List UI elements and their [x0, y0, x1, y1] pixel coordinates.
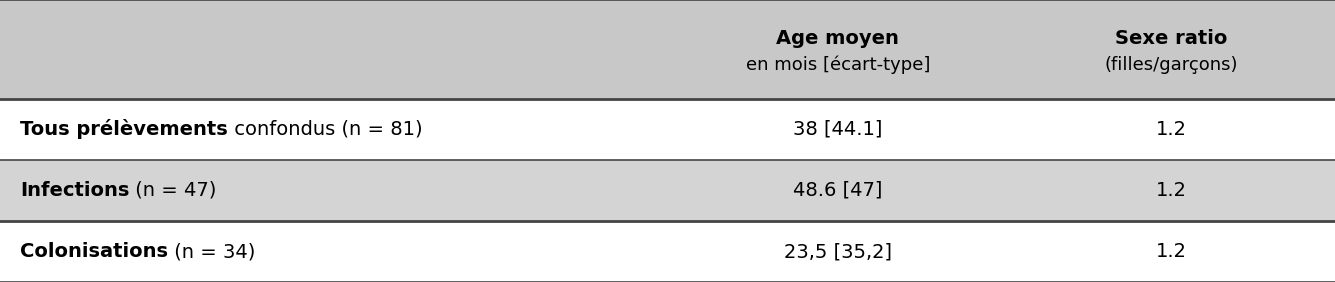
Bar — [0, 0, 1335, 99]
Text: (n = 34): (n = 34) — [168, 242, 255, 261]
Bar — [0, 160, 1335, 221]
Text: Tous prélèvements: Tous prélèvements — [20, 119, 228, 139]
Bar — [0, 221, 1335, 282]
Text: 1.2: 1.2 — [1156, 120, 1187, 139]
Text: 1.2: 1.2 — [1156, 181, 1187, 200]
Text: 23,5 [35,2]: 23,5 [35,2] — [784, 242, 892, 261]
Text: confondus (n = 81): confondus (n = 81) — [228, 120, 422, 139]
Text: Age moyen: Age moyen — [776, 28, 900, 48]
Text: 38 [44.1]: 38 [44.1] — [793, 120, 882, 139]
Bar — [0, 99, 1335, 160]
Text: 48.6 [47]: 48.6 [47] — [793, 181, 882, 200]
Text: en mois [écart-type]: en mois [écart-type] — [745, 56, 930, 74]
Text: (n = 47): (n = 47) — [129, 181, 216, 200]
Text: Sexe ratio: Sexe ratio — [1115, 28, 1228, 48]
Text: 1.2: 1.2 — [1156, 242, 1187, 261]
Text: Infections: Infections — [20, 181, 129, 200]
Text: Colonisations: Colonisations — [20, 242, 168, 261]
Text: (filles/garçons): (filles/garçons) — [1104, 56, 1238, 74]
